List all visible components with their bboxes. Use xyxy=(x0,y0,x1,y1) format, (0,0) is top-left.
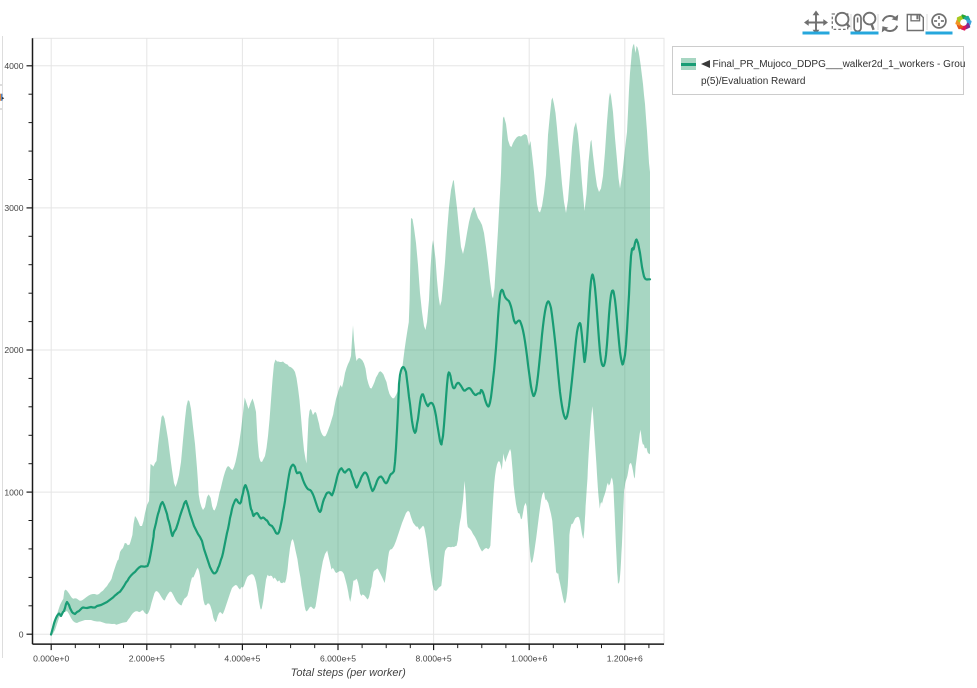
svg-text:0.000e+0: 0.000e+0 xyxy=(33,654,69,664)
svg-text:Total steps (per worker): Total steps (per worker) xyxy=(291,667,406,679)
svg-text:6.000e+5: 6.000e+5 xyxy=(320,654,356,664)
svg-text:2000: 2000 xyxy=(4,345,23,355)
svg-text:1.200e+6: 1.200e+6 xyxy=(607,654,643,664)
svg-text:4000: 4000 xyxy=(4,61,23,71)
svg-text:1000: 1000 xyxy=(4,487,23,497)
svg-text:3000: 3000 xyxy=(4,203,23,213)
svg-text:4.000e+5: 4.000e+5 xyxy=(224,654,260,664)
svg-text:8.000e+5: 8.000e+5 xyxy=(416,654,452,664)
svg-text:2.000e+5: 2.000e+5 xyxy=(129,654,165,664)
svg-text:1.000e+6: 1.000e+6 xyxy=(511,654,547,664)
svg-text:0: 0 xyxy=(19,629,24,639)
